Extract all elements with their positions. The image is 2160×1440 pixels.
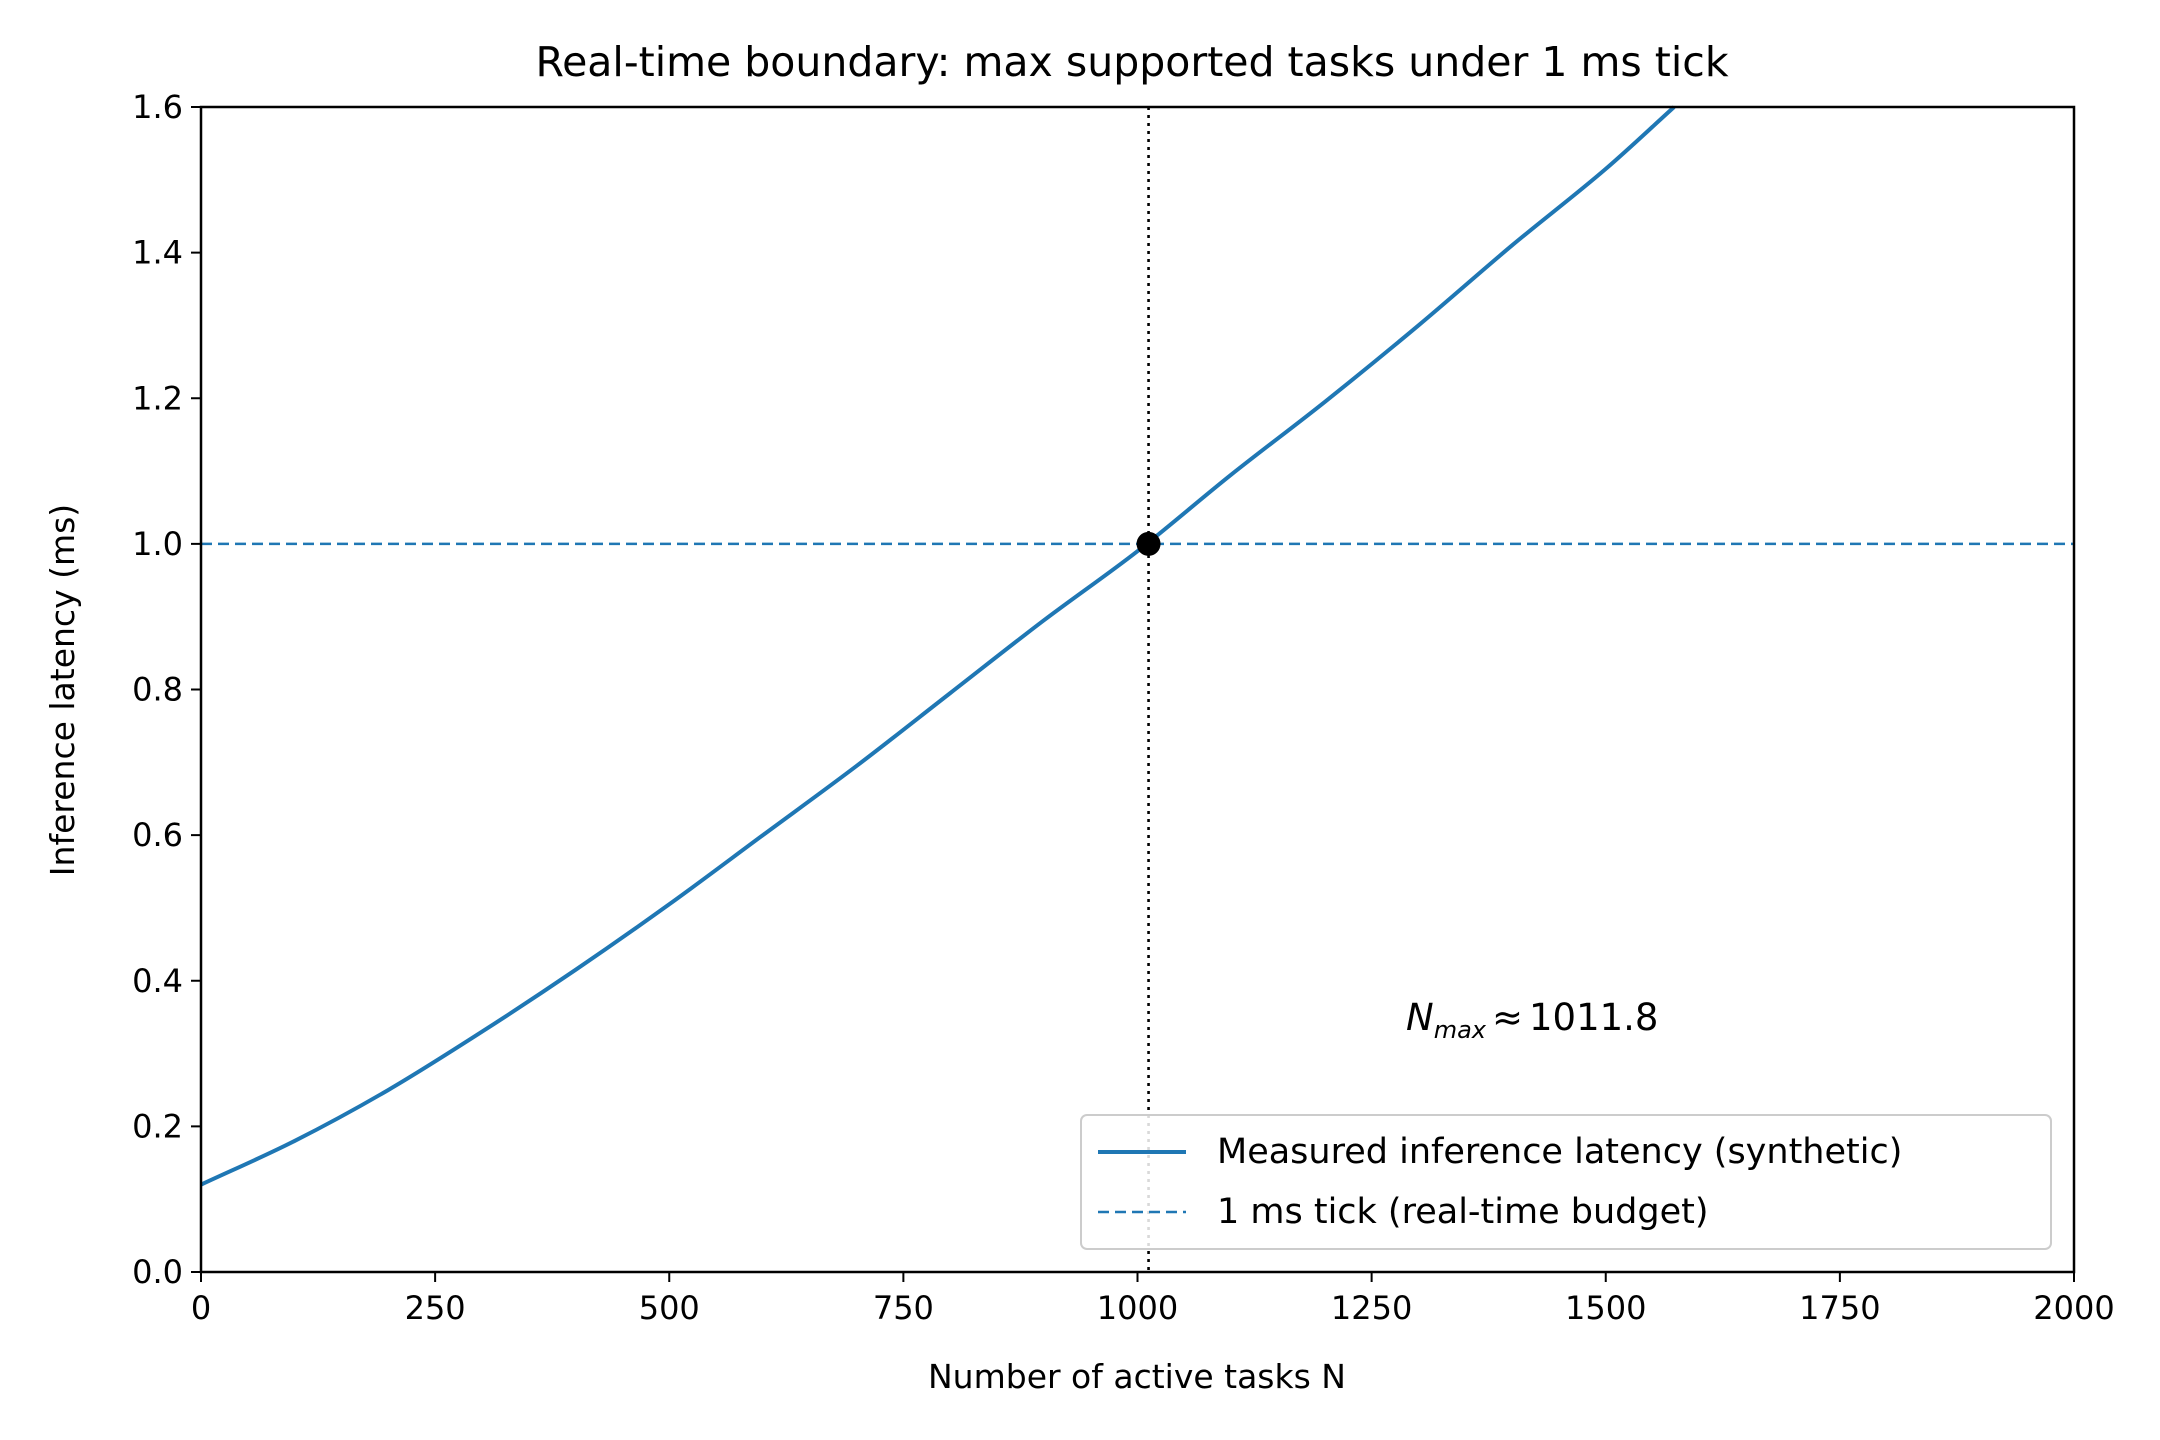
y-tick-label: 1.4: [132, 234, 183, 272]
nmax-marker: [1136, 531, 1161, 556]
legend-box: [1080, 1114, 2052, 1250]
plot-area: [200, 105, 2074, 1272]
x-tick-label: 750: [873, 1289, 934, 1327]
y-tick-label: 0.8: [132, 671, 183, 709]
nmax-approx: ≈: [1492, 996, 1523, 1039]
nmax-annotation: Nmax ≈1011.8: [1406, 996, 1658, 1044]
legend-label-budget: 1 ms tick (real-time budget): [1217, 1192, 1709, 1232]
legend-label-measured: Measured inference latency (synthetic): [1217, 1132, 1902, 1172]
y-tick-label: 0.2: [132, 1107, 183, 1145]
nmax-symbol: N: [1406, 996, 1434, 1039]
latency-curve: [200, 105, 1676, 1187]
x-axis-label: Number of active tasks N: [928, 1357, 1346, 1396]
plot-frame: [199, 105, 2076, 1274]
chart-title: Real-time boundary: max supported tasks …: [535, 38, 1728, 86]
x-tick-label: 1000: [1097, 1289, 1178, 1327]
x-tick-label: 1500: [1565, 1289, 1646, 1327]
nmax-value: 1011.8: [1529, 996, 1658, 1039]
x-tick-label: 250: [405, 1289, 466, 1327]
x-tick-label: 0: [191, 1289, 211, 1327]
x-tick-label: 2000: [2033, 1289, 2114, 1327]
y-tick-label: 1.0: [132, 525, 183, 563]
legend: Measured inference latency (synthetic) 1…: [1080, 1114, 2052, 1250]
y-tick-label: 1.6: [132, 88, 183, 126]
y-tick-label: 0.6: [132, 816, 183, 854]
y-tick-label: 0.4: [132, 962, 183, 1000]
nmax-subscript: max: [1434, 1016, 1487, 1044]
y-axis-label: Inference latency (ms): [43, 504, 82, 876]
axis-ticks: 0 250 500 750 1000 1250 1500 1750 2000 0.0 0.2 0.4 0…: [132, 88, 2115, 1327]
x-tick-label: 1250: [1331, 1289, 1412, 1327]
x-tick-label: 500: [639, 1289, 700, 1327]
y-tick-label: 0.0: [132, 1253, 183, 1291]
x-tick-label: 1750: [1799, 1289, 1880, 1327]
y-tick-label: 1.2: [132, 379, 183, 417]
